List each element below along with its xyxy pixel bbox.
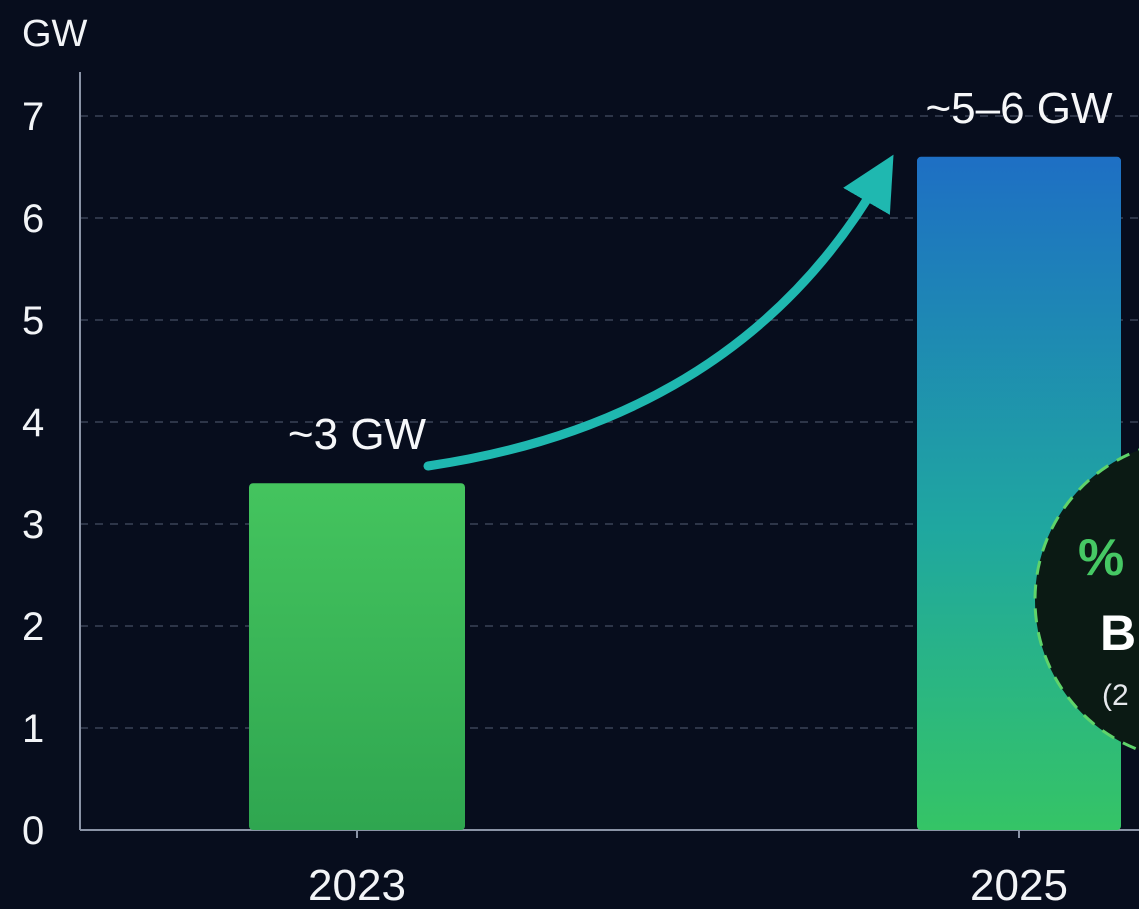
data-labels: ~3 GW ~5–6 GW: [288, 84, 1113, 459]
y-tick-label: 7: [22, 95, 44, 139]
percent-badge: % B (2: [1033, 448, 1139, 752]
badge-percent-text: %: [1078, 529, 1124, 587]
x-axis-ticks: 2023 2025: [308, 830, 1068, 909]
y-tick-label: 0: [22, 809, 44, 853]
y-tick-label: 3: [22, 503, 44, 547]
x-tick-label-2025: 2025: [970, 861, 1068, 909]
bar-2023: [249, 483, 465, 830]
y-axis-ticks: 0 1 2 3 4 5 6 7: [22, 95, 44, 853]
data-label-2023: ~3 GW: [288, 410, 427, 459]
growth-arrow-icon: [423, 154, 894, 471]
x-tick-label-2023: 2023: [308, 861, 406, 909]
y-tick-label: 1: [22, 707, 44, 751]
y-axis-unit-label: GW: [22, 13, 88, 55]
badge-b-text: B: [1100, 605, 1136, 661]
bars: [249, 156, 1121, 831]
y-tick-label: 2: [22, 605, 44, 649]
y-tick-label: 6: [22, 197, 44, 241]
gridlines: [80, 115, 1139, 729]
data-label-2025: ~5–6 GW: [925, 84, 1113, 133]
y-tick-label: 4: [22, 401, 44, 445]
y-tick-label: 5: [22, 299, 44, 343]
badge-small-text: (2: [1102, 679, 1129, 712]
